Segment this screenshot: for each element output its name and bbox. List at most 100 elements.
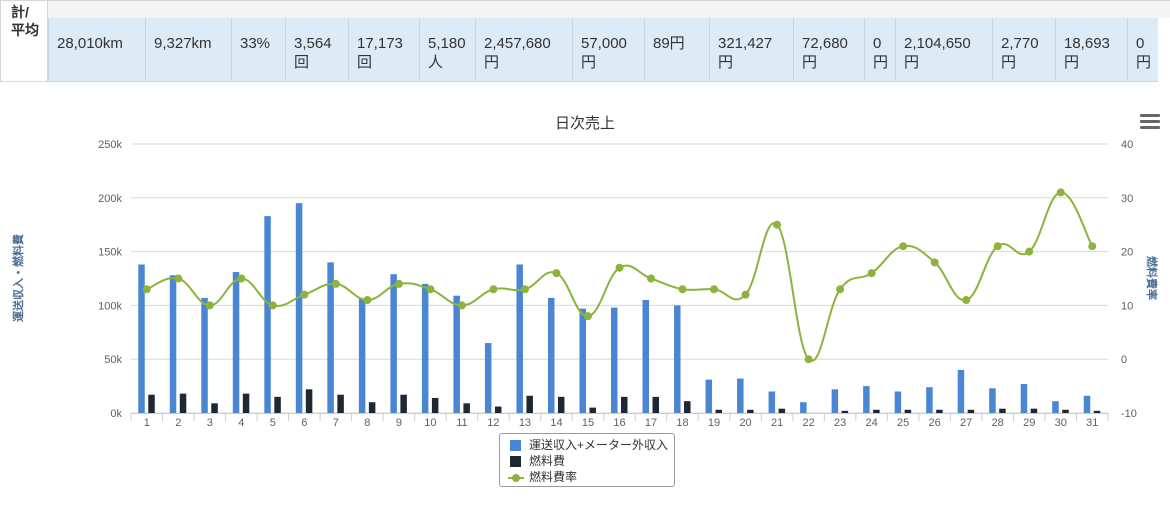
summary-cell: 89円 xyxy=(644,18,709,82)
x-tick-label: 17 xyxy=(645,417,657,429)
x-tick-label: 10 xyxy=(424,417,436,429)
bar-fuel-cost xyxy=(1062,409,1069,413)
legend-swatch-revenue xyxy=(508,439,524,451)
bar-fuel-cost xyxy=(494,406,502,413)
chart-legend: 運送収入+メーター外収入 燃料費 燃料費率 xyxy=(499,433,675,487)
bar-revenue xyxy=(421,283,429,413)
summary-cell: 9,327km xyxy=(145,18,231,82)
point-fuel-ratio xyxy=(773,220,782,229)
menu-line xyxy=(1140,126,1160,129)
bar-fuel-cost xyxy=(463,403,470,413)
summary-cell: 2,104,650 円 xyxy=(895,18,992,82)
legend-item-fuel-ratio[interactable]: 燃料費率 xyxy=(508,469,674,485)
bar-fuel-cost xyxy=(179,393,187,413)
point-fuel-ratio xyxy=(647,274,656,283)
point-fuel-ratio xyxy=(993,242,1002,251)
summary-cell: 28,010km xyxy=(48,18,145,82)
x-tick-label: 30 xyxy=(1055,417,1067,429)
point-fuel-ratio xyxy=(142,285,151,294)
summary-row-label-text: 計/ 平均 xyxy=(11,4,39,38)
legend-swatch-fuel-cost xyxy=(508,455,524,467)
x-tick-label: 15 xyxy=(582,417,594,429)
bar-revenue xyxy=(926,387,933,413)
bar-revenue xyxy=(611,307,618,413)
bar-fuel-cost xyxy=(526,395,533,413)
y2-tick-label: 10 xyxy=(1121,300,1133,312)
bar-fuel-cost xyxy=(1030,408,1038,413)
legend-item-revenue[interactable]: 運送収入+メーター外収入 xyxy=(508,437,674,453)
point-fuel-ratio xyxy=(426,285,435,294)
bar-revenue xyxy=(674,305,681,413)
summary-header-strip xyxy=(48,0,1170,18)
point-fuel-ratio xyxy=(205,301,214,310)
bar-revenue xyxy=(358,298,366,413)
x-tick-label: 12 xyxy=(487,417,499,429)
summary-cell: 3,564 回 xyxy=(285,18,348,82)
bar-fuel-cost xyxy=(242,393,250,413)
point-fuel-ratio xyxy=(489,285,498,294)
x-tick-label: 14 xyxy=(550,417,562,429)
bar-revenue xyxy=(737,378,744,413)
bar-revenue xyxy=(989,388,996,413)
bar-revenue xyxy=(295,203,303,413)
summary-cell: 18,693 円 xyxy=(1055,18,1127,82)
chart-title: 日次売上 xyxy=(555,115,615,132)
y-tick-label: 0k xyxy=(110,408,122,420)
x-tick-label: 8 xyxy=(364,417,370,429)
x-tick-label: 23 xyxy=(834,417,846,429)
bar-fuel-cost xyxy=(715,409,723,413)
point-fuel-ratio xyxy=(363,296,372,305)
point-fuel-ratio xyxy=(741,290,750,299)
bar-revenue xyxy=(547,297,555,413)
y2-axis-title: 燃料費率 xyxy=(1145,255,1159,300)
bar-revenue xyxy=(453,295,460,413)
point-fuel-ratio xyxy=(268,301,277,310)
bar-fuel-cost xyxy=(936,409,943,413)
y-tick-label: 100k xyxy=(98,300,122,312)
chart-menu-icon[interactable] xyxy=(1140,114,1160,132)
point-fuel-ratio xyxy=(615,263,624,272)
x-tick-label: 5 xyxy=(270,417,276,429)
x-tick-label: 16 xyxy=(613,417,625,429)
x-tick-label: 11 xyxy=(456,417,467,429)
bar-fuel-cost xyxy=(778,408,786,413)
point-fuel-ratio xyxy=(457,301,466,310)
y2-tick-label: 40 xyxy=(1121,139,1133,151)
x-tick-label: 3 xyxy=(207,417,213,429)
bar-revenue xyxy=(264,216,271,413)
x-tick-label: 29 xyxy=(1023,417,1035,429)
point-fuel-ratio xyxy=(836,285,845,294)
bar-revenue xyxy=(800,402,807,413)
bar-fuel-cost xyxy=(967,409,975,413)
y2-tick-label: 30 xyxy=(1121,193,1133,205)
point-fuel-ratio xyxy=(710,285,719,294)
x-tick-label: 18 xyxy=(676,417,688,429)
point-fuel-ratio xyxy=(678,285,687,294)
legend-item-fuel-cost[interactable]: 燃料費 xyxy=(508,453,674,469)
bar-revenue xyxy=(642,300,650,413)
x-tick-label: 19 xyxy=(708,417,720,429)
bar-fuel-cost xyxy=(589,407,596,413)
summary-cell: 2,457,680 円 xyxy=(475,18,572,82)
legend-label-fuel-cost: 燃料費 xyxy=(529,454,566,468)
x-tick-label: 22 xyxy=(802,417,814,429)
y2-tick-label: 0 xyxy=(1121,354,1127,366)
bar-fuel-cost xyxy=(557,396,565,413)
point-fuel-ratio xyxy=(583,312,592,321)
bar-revenue xyxy=(201,297,208,413)
y-axis-title: 運送収入・燃料費 xyxy=(11,234,25,322)
point-fuel-ratio xyxy=(804,355,813,364)
bar-revenue xyxy=(768,391,776,413)
summary-cell: 17,173 回 xyxy=(348,18,419,82)
point-fuel-ratio xyxy=(394,279,403,288)
bar-revenue xyxy=(894,391,902,413)
bar-revenue xyxy=(1052,401,1059,413)
point-fuel-ratio xyxy=(1025,247,1034,256)
point-fuel-ratio xyxy=(867,269,876,278)
bar-fuel-cost xyxy=(274,396,281,413)
point-fuel-ratio xyxy=(300,290,309,299)
menu-line xyxy=(1140,120,1160,123)
summary-cell: 57,000 円 xyxy=(572,18,644,82)
bar-revenue xyxy=(138,264,145,413)
bar-revenue xyxy=(232,272,240,413)
